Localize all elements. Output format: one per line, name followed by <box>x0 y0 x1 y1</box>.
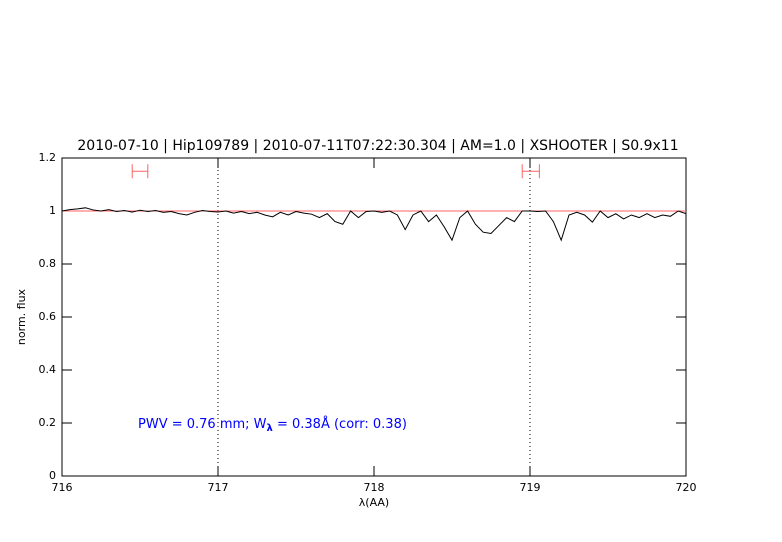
x-tick-label: 718 <box>364 481 385 494</box>
y-tick-label: 0.2 <box>39 416 57 429</box>
x-tick-label: 717 <box>208 481 229 494</box>
x-tick-label: 719 <box>520 481 541 494</box>
x-axis-label: λ(AA) <box>359 496 389 509</box>
annotation: PWV = 0.76 mm; Wλ = 0.38Å (corr: 0.38) <box>138 416 407 435</box>
x-tick-label: 720 <box>676 481 697 494</box>
y-tick-label: 0.8 <box>39 257 57 270</box>
y-tick-label: 1.2 <box>39 151 57 164</box>
spectrum-line <box>61 207 687 242</box>
y-tick-label: 0.6 <box>39 310 57 323</box>
chart-title: 2010-07-10 | Hip109789 | 2010-07-11T07:2… <box>77 138 678 154</box>
y-tick-label: 1 <box>49 204 56 217</box>
y-axis-label: norm. flux <box>15 288 28 345</box>
annotation-text: PWV = 0.76 mm; W <box>138 417 267 432</box>
annotation-rest: = 0.38Å (corr: 0.38) <box>273 416 407 432</box>
x-tick-label: 716 <box>52 481 73 494</box>
annotation-subscript: λ <box>267 423 274 434</box>
y-tick-label: 0.4 <box>39 363 57 376</box>
y-tick-label: 0 <box>49 469 56 482</box>
